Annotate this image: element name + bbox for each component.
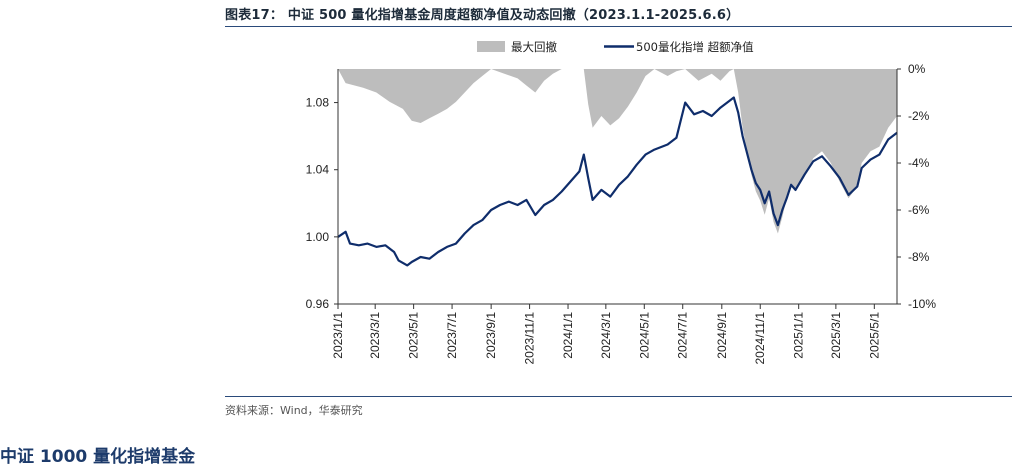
x-tick-label: 2025/5/1 (867, 312, 881, 359)
x-tick-label: 2023/11/1 (523, 312, 537, 365)
x-tick-label: 2024/5/1 (637, 312, 651, 359)
y-right-tick-label: -6% (908, 203, 930, 217)
plot-area (337, 69, 898, 267)
x-tick-label: 2023/9/1 (484, 312, 498, 359)
legend: 最大回撤 500量化指增 超额净值 (477, 40, 754, 54)
x-tick-label: 2024/7/1 (676, 312, 690, 359)
y-left-tick-label: 1.08 (306, 96, 330, 110)
x-tick-label: 2023/1/1 (331, 312, 345, 359)
y-right-tick-label: 0% (908, 62, 926, 76)
y-left-tick-label: 0.96 (306, 297, 330, 311)
axes: 0.96 1.00 1.04 1.08 0% -2% -4% -6% -8% -10% 2023/1… (306, 62, 937, 365)
x-tick-label: 2025/3/1 (829, 312, 843, 359)
x-tick-label: 2023/7/1 (445, 312, 459, 359)
y-left-tick-label: 1.04 (306, 163, 330, 177)
series-area-drawdown (338, 69, 897, 234)
x-tick-label: 2025/1/1 (792, 312, 806, 359)
x-tick-label: 2024/9/1 (715, 312, 729, 359)
figure-title: 图表17： 中证 500 量化指增基金周度超额净值及动态回撤（2023.1.1-… (225, 8, 740, 23)
x-tick-label: 2023/5/1 (407, 312, 421, 359)
x-tick-label: 2024/3/1 (599, 312, 613, 359)
legend-label-excess-nav: 500量化指增 超额净值 (636, 40, 754, 54)
y-right-tick-label: -10% (908, 297, 936, 311)
x-tick-label: 2024/1/1 (561, 312, 575, 359)
legend-swatch-drawdown (477, 41, 505, 52)
y-right-tick-label: -2% (908, 109, 930, 123)
y-left-tick-label: 1.00 (306, 230, 330, 244)
source-note: 资料来源：Wind，华泰研究 (225, 404, 363, 417)
legend-label-drawdown: 最大回撤 (511, 40, 557, 54)
y-right-tick-label: -4% (908, 156, 930, 170)
x-tick-label: 2023/3/1 (368, 312, 382, 359)
title-rule (225, 26, 1012, 27)
y-right-tick-label: -8% (908, 250, 930, 264)
series-line-excess-nav (337, 96, 898, 267)
x-tick-label: 2024/11/1 (753, 312, 767, 365)
section-heading: 中证 1000 量化指增基金 (0, 447, 196, 467)
source-rule (225, 396, 1012, 397)
